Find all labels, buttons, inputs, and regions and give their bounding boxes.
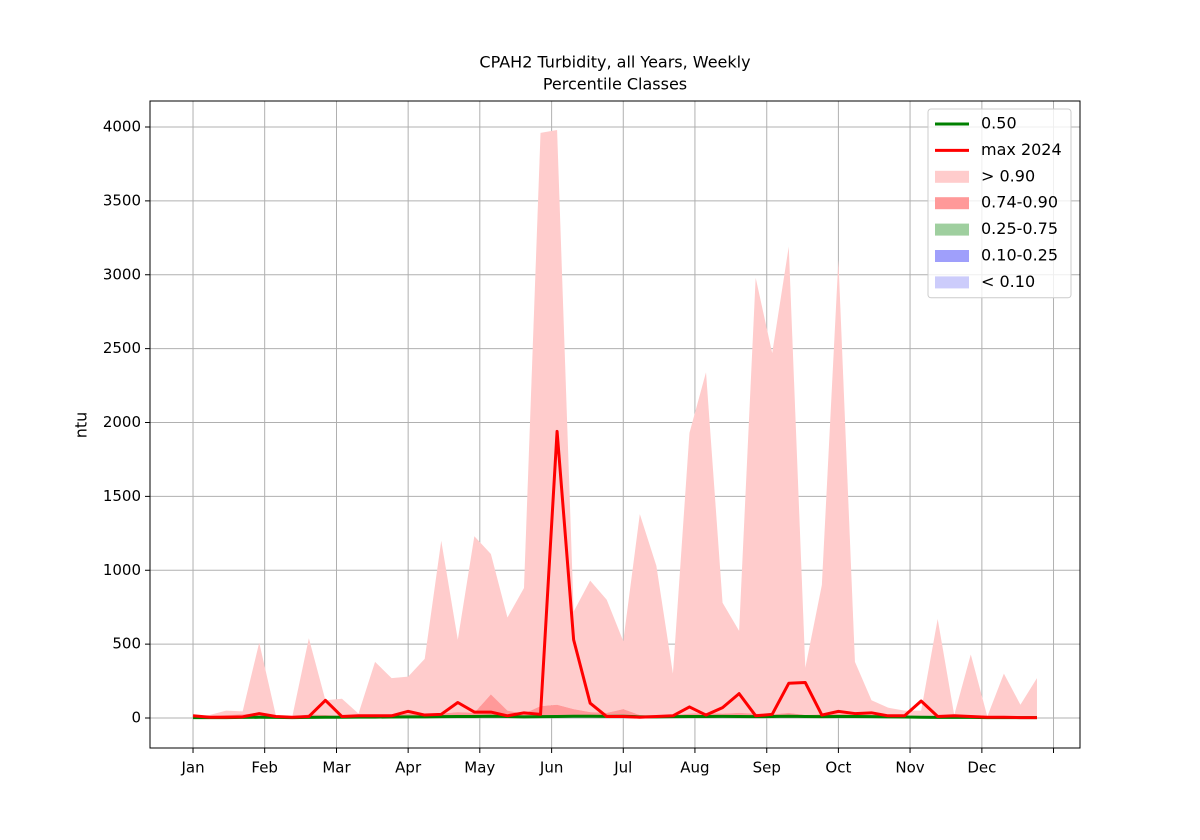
legend-swatch: [935, 197, 969, 210]
legend-swatch: [935, 276, 969, 289]
x-tick-label: Dec: [967, 759, 996, 777]
y-tick-label: 3500: [103, 191, 141, 209]
x-tick-label: Aug: [680, 759, 709, 777]
legend-label: 0.74-0.90: [981, 193, 1058, 212]
x-tick-label: Jul: [613, 759, 632, 777]
y-tick-label: 3000: [103, 265, 141, 283]
legend-label: < 0.10: [981, 272, 1035, 291]
y-tick-label: 2500: [103, 339, 141, 357]
legend-label: 0.25-0.75: [981, 219, 1058, 238]
x-tick-label: Jun: [539, 759, 563, 777]
y-tick-label: 500: [112, 635, 141, 653]
chart-subtitle: Percentile Classes: [543, 75, 687, 94]
legend-label: > 0.90: [981, 166, 1035, 185]
y-tick-label: 1500: [103, 487, 141, 505]
percentile-band: [193, 129, 1037, 718]
chart-title: CPAH2 Turbidity, all Years, Weekly: [479, 53, 750, 72]
x-tick-label: Feb: [251, 759, 278, 777]
percentile-band: [193, 694, 1037, 718]
plot-frame: [149, 100, 1081, 749]
legend-label: 0.50: [981, 114, 1017, 133]
x-tick-label: Mar: [322, 759, 351, 777]
legend-label: max 2024: [981, 140, 1062, 159]
x-tick-label: Oct: [825, 759, 851, 777]
series-line: [192, 429, 1037, 720]
x-tick-label: May: [464, 759, 495, 777]
legend-swatch: [935, 250, 969, 262]
y-tick-label: 0: [131, 709, 141, 727]
x-tick-label: Sep: [753, 759, 781, 777]
x-tick-label: Apr: [395, 759, 422, 777]
y-tick-label: 4000: [103, 118, 141, 136]
y-tick-label: 1000: [103, 561, 141, 579]
x-tick-label: Jan: [180, 759, 204, 777]
x-tick-label: Nov: [895, 759, 924, 777]
legend-swatch: [935, 223, 969, 236]
legend-label: 0.10-0.25: [981, 246, 1058, 265]
legend-swatch: [935, 170, 969, 183]
y-tick-label: 2000: [103, 413, 141, 431]
y-axis-label: ntu: [72, 412, 91, 439]
